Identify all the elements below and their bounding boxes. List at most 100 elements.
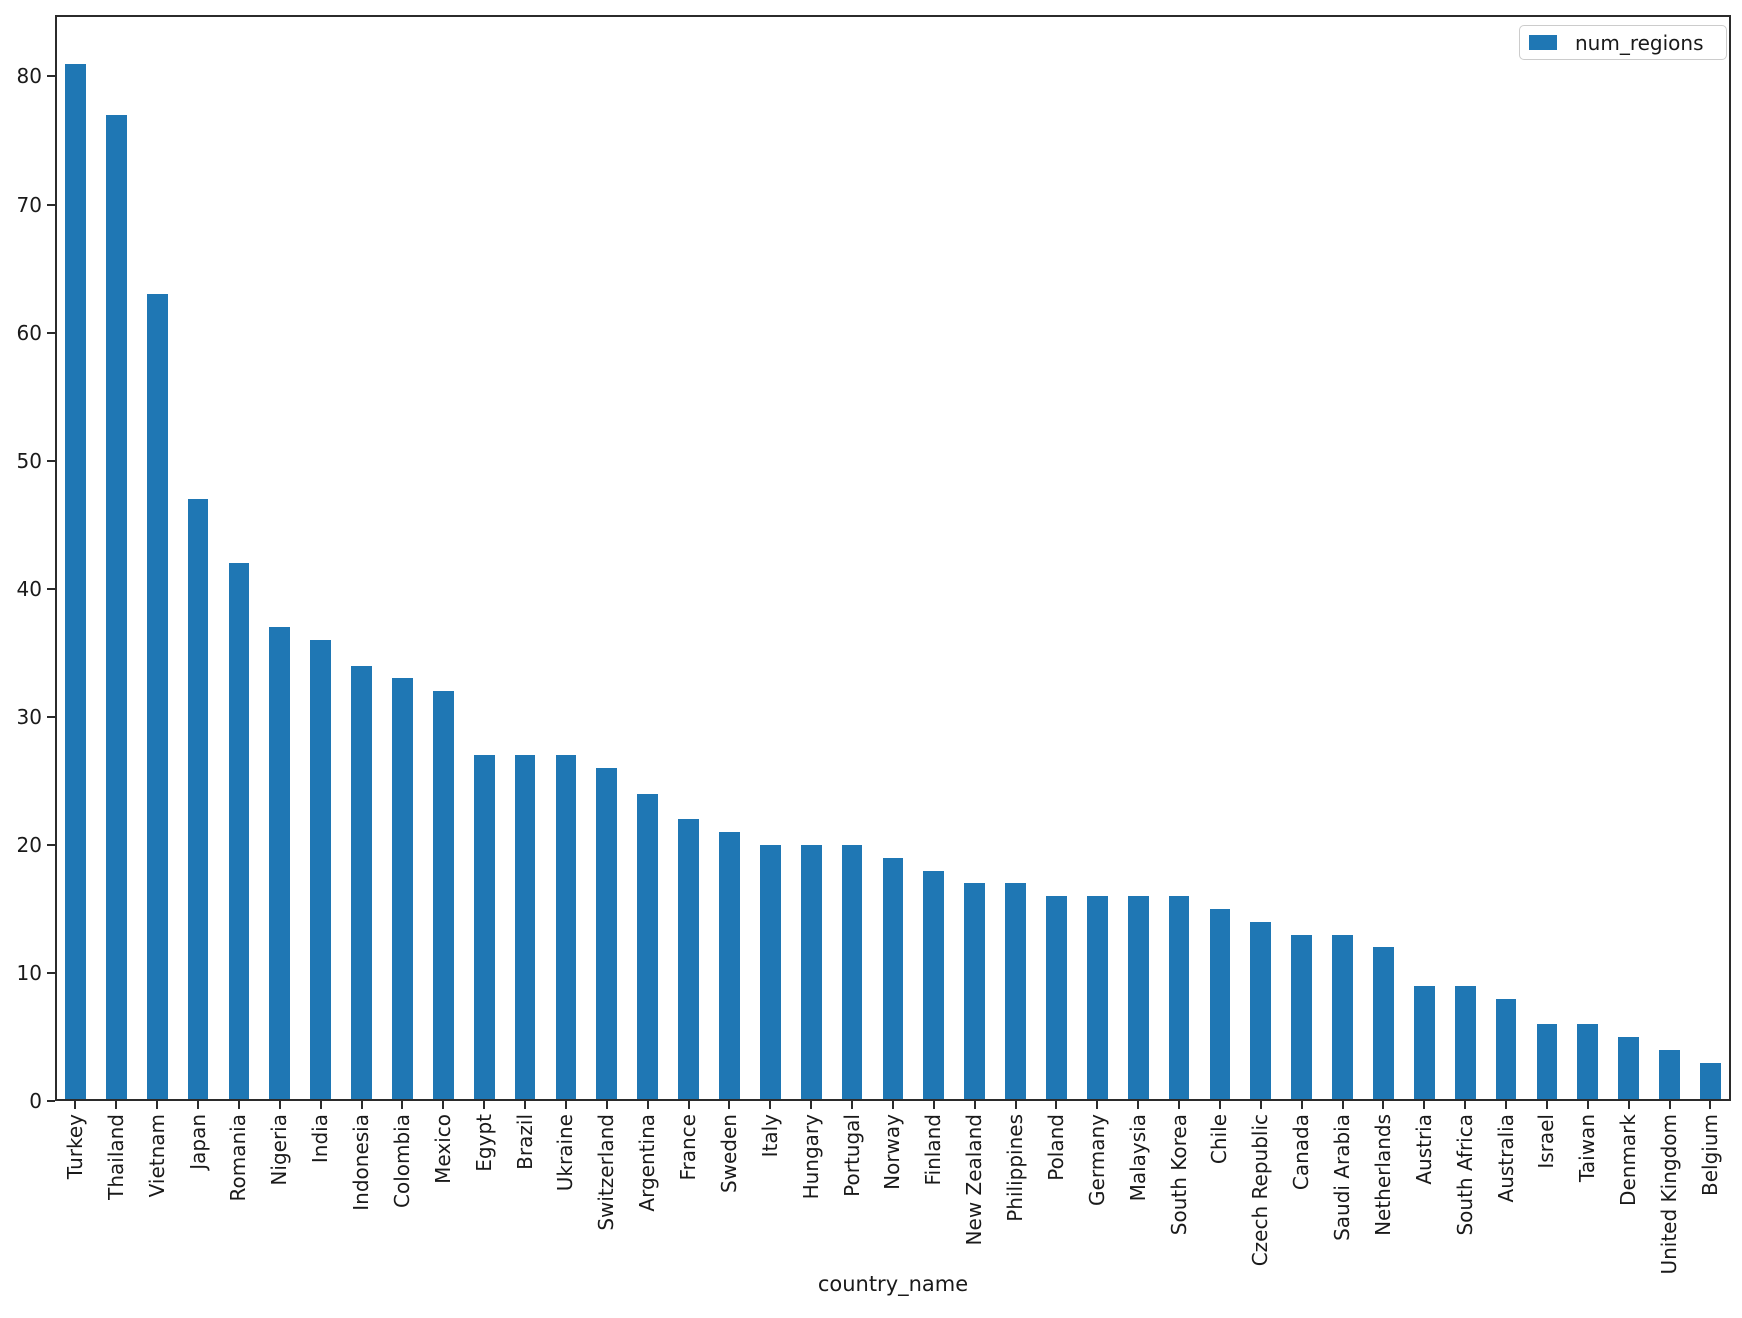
bar-slot	[1200, 15, 1241, 1101]
y-tick-mark	[47, 204, 55, 206]
x-label-slot: Israel	[1527, 1114, 1568, 1284]
bar-slot	[382, 15, 423, 1101]
x-category-label: Australia	[1493, 1114, 1518, 1203]
x-tick-slot	[423, 1101, 464, 1109]
y-tick-label: 60	[16, 321, 42, 345]
x-label-slot: Taiwan	[1567, 1114, 1608, 1284]
x-label-slot: Saudi Arabia	[1322, 1114, 1363, 1284]
x-tick-slot	[668, 1101, 709, 1109]
x-tick-slot	[873, 1101, 914, 1109]
x-category-label: Romania	[226, 1114, 251, 1202]
x-tick-mark	[1178, 1101, 1181, 1109]
bar-argentina	[637, 793, 659, 1101]
x-tick-slot	[1240, 1101, 1281, 1109]
x-axis-title: country_name	[817, 1272, 969, 1296]
x-label-slot: Brazil	[505, 1114, 546, 1284]
bar-nigeria	[269, 627, 291, 1101]
x-tick-mark	[1423, 1101, 1426, 1109]
bar-czech-republic	[1250, 921, 1272, 1101]
bar-slot	[873, 15, 914, 1101]
x-tick-slot	[1527, 1101, 1568, 1109]
x-category-label: France	[676, 1114, 701, 1181]
x-tick-slot	[954, 1101, 995, 1109]
x-tick-mark	[1055, 1101, 1058, 1109]
x-label-slot: Australia	[1486, 1114, 1527, 1284]
bar-south-africa	[1454, 985, 1476, 1101]
x-tick-slot	[1036, 1101, 1077, 1109]
x-category-label: Malaysia	[1125, 1114, 1150, 1202]
x-tick-mark	[891, 1101, 894, 1109]
bar-slot	[1322, 15, 1363, 1101]
x-category-label: Ukraine	[553, 1114, 578, 1192]
x-tick-slot	[586, 1101, 627, 1109]
bar-slot	[259, 15, 300, 1101]
x-category-label: Brazil	[512, 1114, 537, 1170]
x-tick-mark	[1341, 1101, 1344, 1109]
bar-slot	[1281, 15, 1322, 1101]
bar-slot	[55, 15, 96, 1101]
bar-slot	[423, 15, 464, 1101]
x-tick-slot	[1118, 1101, 1159, 1109]
x-category-label: Austria	[1411, 1114, 1436, 1185]
x-tick-mark	[1464, 1101, 1467, 1109]
x-tick-slot	[832, 1101, 873, 1109]
y-tick-mark	[47, 75, 55, 77]
bar-slot	[96, 15, 137, 1101]
x-label-slot: Vietnam	[137, 1114, 178, 1284]
bar-slot	[464, 15, 505, 1101]
x-tick-slot	[1486, 1101, 1527, 1109]
x-tick-slot	[1281, 1101, 1322, 1109]
x-tick-mark	[237, 1101, 240, 1109]
x-label-slot: Denmark	[1608, 1114, 1649, 1284]
x-tick-slot	[1363, 1101, 1404, 1109]
bar-slot	[546, 15, 587, 1101]
x-tick-mark	[687, 1101, 690, 1109]
x-label-slot: Netherlands	[1363, 1114, 1404, 1284]
x-category-label: Poland	[1043, 1114, 1068, 1181]
x-label-slot: Malaysia	[1118, 1114, 1159, 1284]
x-tick-slot	[259, 1101, 300, 1109]
bar-slot	[1118, 15, 1159, 1101]
bar-slot	[1567, 15, 1608, 1101]
x-category-label: South Africa	[1452, 1114, 1477, 1236]
bar-slot	[1608, 15, 1649, 1101]
x-tick-mark	[1259, 1101, 1262, 1109]
x-tick-mark	[401, 1101, 404, 1109]
x-tick-mark	[1709, 1101, 1712, 1109]
x-category-label: Czech Republic	[1248, 1114, 1273, 1267]
bar-philippines	[1005, 883, 1026, 1101]
x-label-slot: Ukraine	[546, 1114, 587, 1284]
bar-slot	[1690, 15, 1731, 1101]
bar-france	[678, 819, 699, 1101]
bar-poland	[1046, 896, 1067, 1101]
bar-taiwan	[1577, 1024, 1599, 1101]
x-tick-slot	[627, 1101, 668, 1109]
bar-israel	[1536, 1024, 1558, 1101]
bar-germany	[1086, 896, 1108, 1101]
bar-hungary	[800, 844, 822, 1101]
bar-chile	[1209, 908, 1231, 1101]
y-tick-label: 0	[29, 1089, 42, 1113]
bar-austria	[1413, 985, 1435, 1101]
x-label-slot: Canada	[1281, 1114, 1322, 1284]
x-tick-mark	[564, 1101, 567, 1109]
bar-slot	[1527, 15, 1568, 1101]
bar-indonesia	[351, 665, 372, 1101]
x-category-label: Norway	[880, 1114, 905, 1190]
x-axis-ticks	[55, 1101, 1731, 1109]
x-category-label: India	[308, 1114, 333, 1164]
x-category-label: Germany	[1084, 1114, 1109, 1206]
x-tick-slot	[1322, 1101, 1363, 1109]
x-category-label: Netherlands	[1370, 1114, 1395, 1236]
x-tick-slot	[96, 1101, 137, 1109]
x-tick-mark	[1505, 1101, 1508, 1109]
x-category-label: Sweden	[716, 1114, 741, 1194]
y-tick-mark	[47, 1100, 55, 1102]
bar-australia	[1495, 998, 1517, 1101]
bar-turkey	[65, 63, 86, 1101]
bar-slot	[913, 15, 954, 1101]
x-tick-slot	[1077, 1101, 1118, 1109]
x-label-slot: India	[300, 1114, 341, 1284]
x-label-slot: Sweden	[709, 1114, 750, 1284]
x-category-label: Chile	[1207, 1114, 1232, 1165]
